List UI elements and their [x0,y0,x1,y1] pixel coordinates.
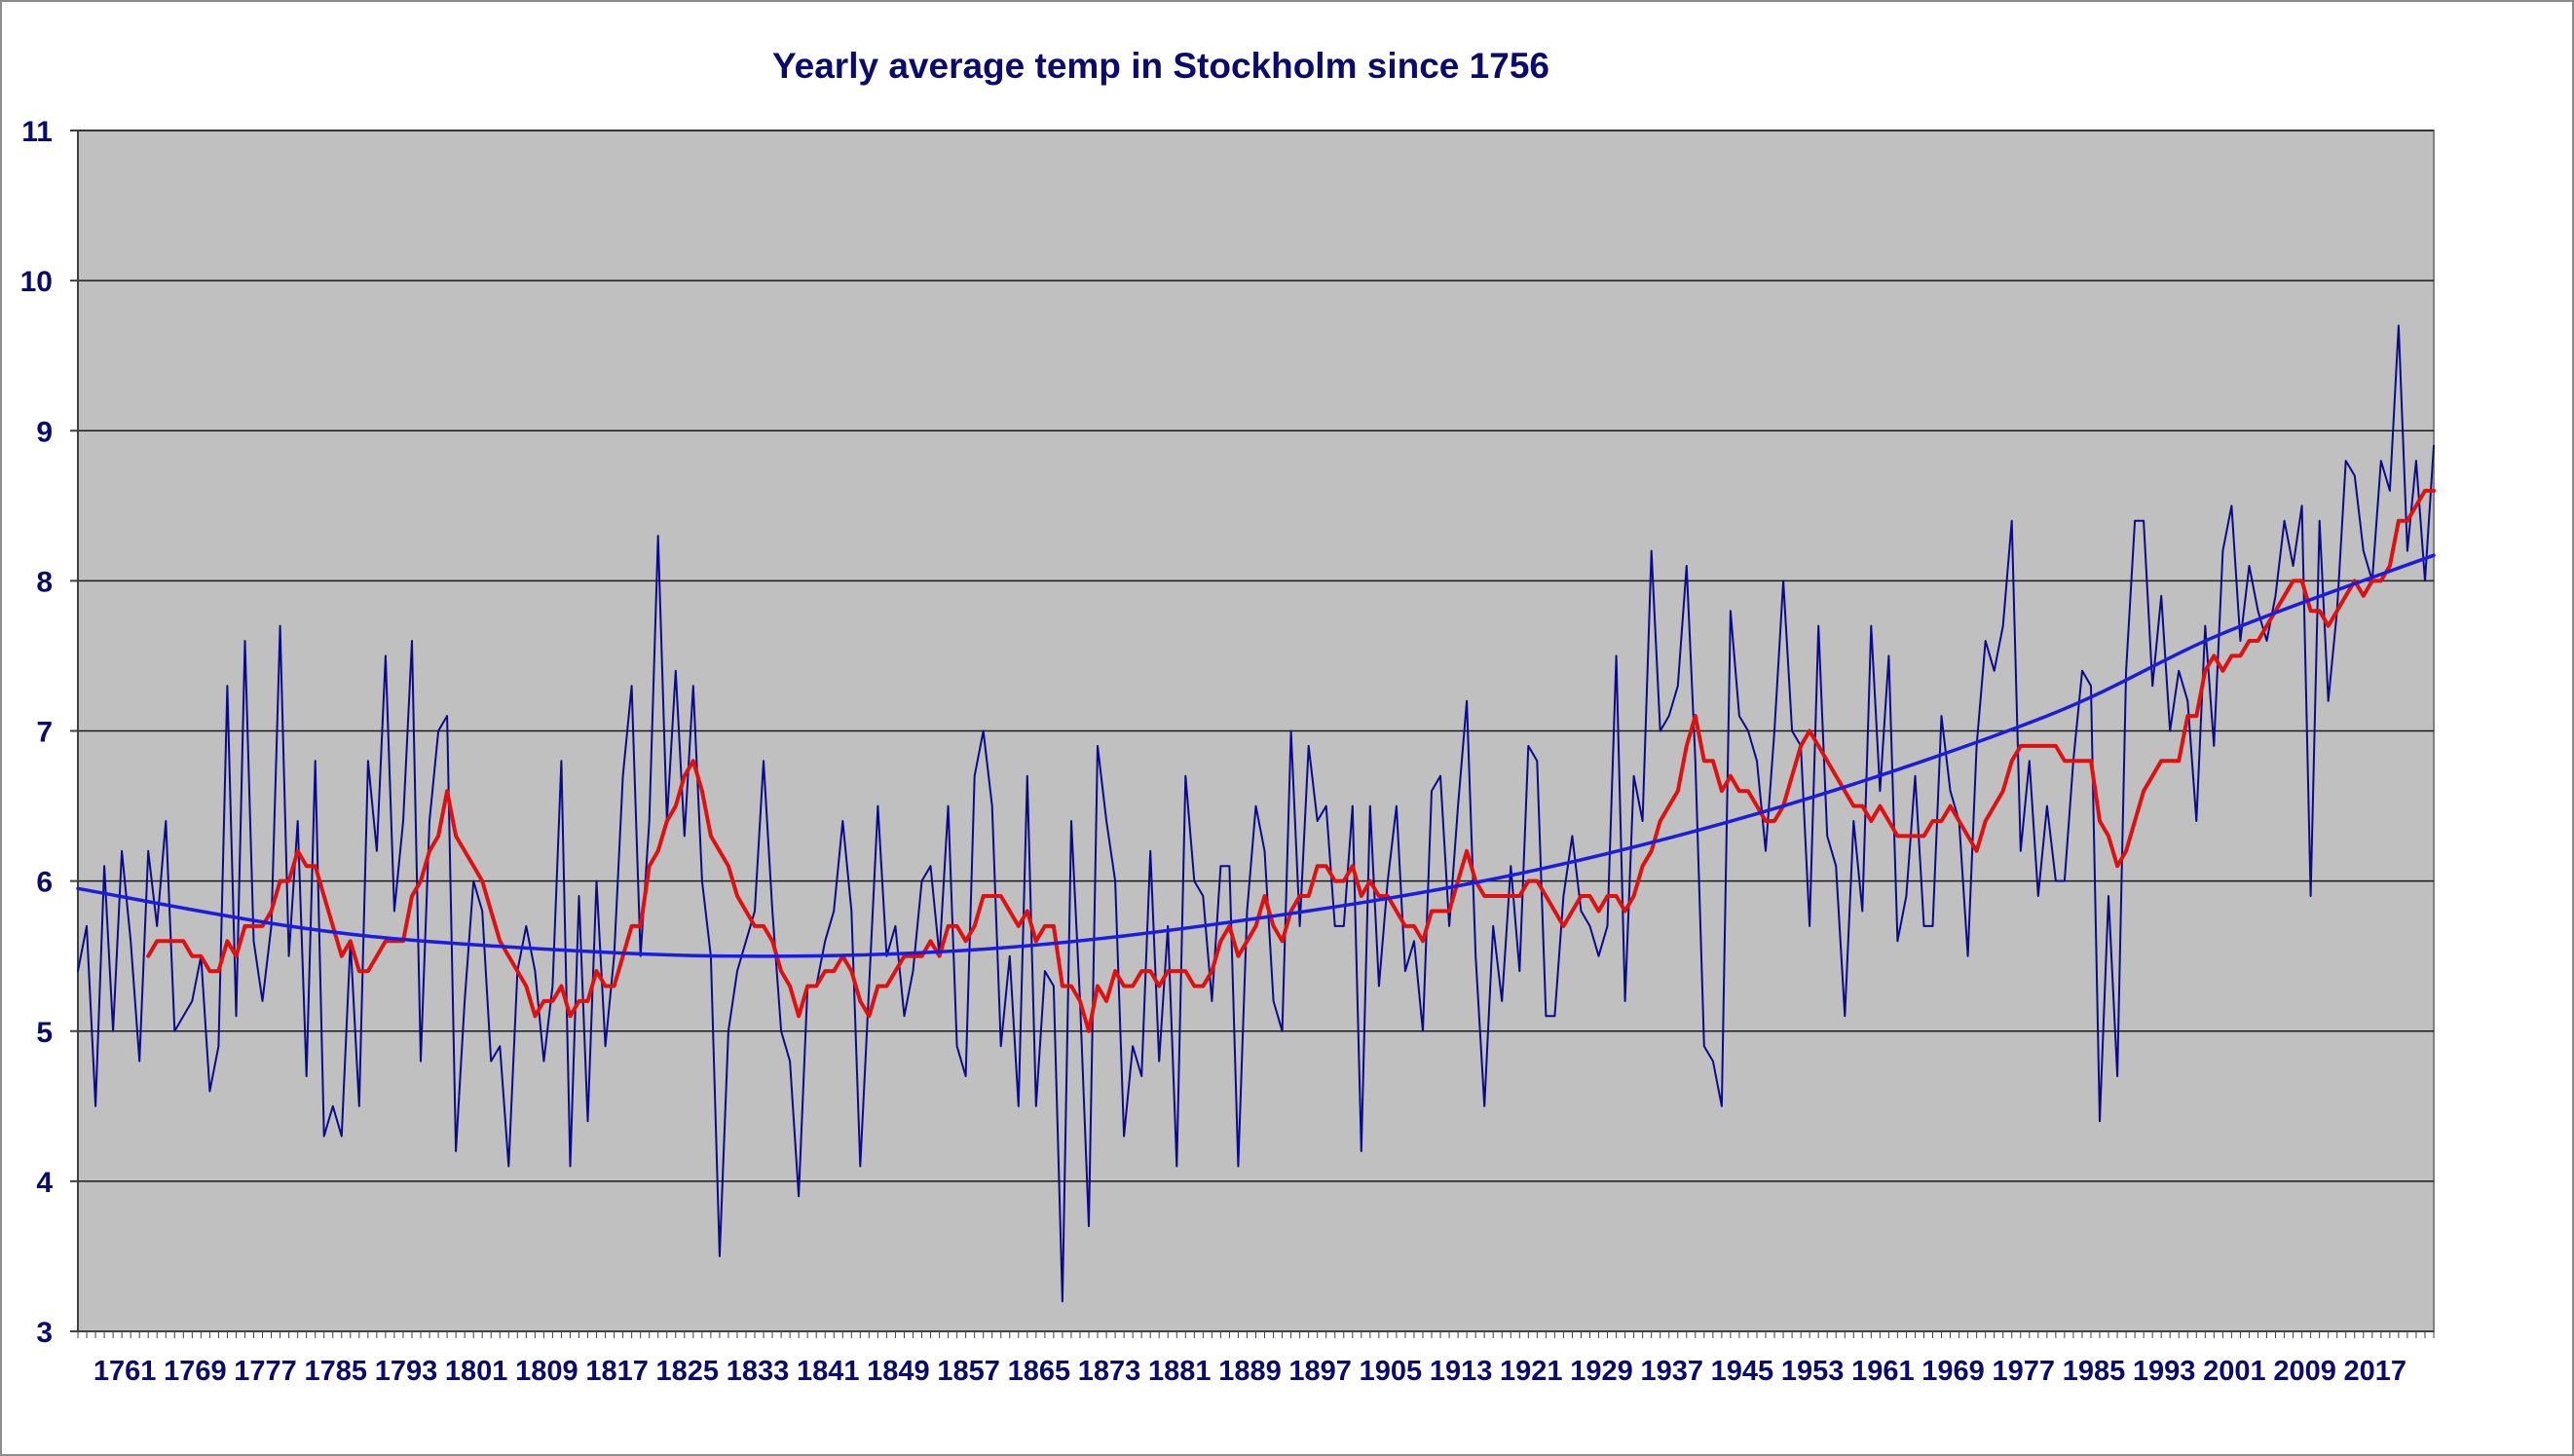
x-tick-label: 1785 [304,1356,367,1387]
x-tick-label: 2009 [2273,1356,2336,1387]
x-tick-label: 1913 [1430,1356,1493,1387]
x-tick-label: 1985 [2063,1356,2126,1387]
y-tick-label: 9 [36,416,53,448]
x-tick-label: 1857 [937,1356,1000,1387]
x-tick-label: 1905 [1360,1356,1423,1387]
series-group [76,324,2436,1303]
x-tick-label: 1833 [727,1356,790,1387]
y-tick-label: 8 [36,566,53,598]
trend-curve [76,553,2436,958]
y-axis-ticks: 3 4 5 6 7 8 9 10 11 [20,116,78,1349]
x-tick-label: 1761 [93,1356,157,1387]
y-tick-label: 7 [36,717,53,749]
x-tick-label: 1825 [656,1356,720,1387]
y-tick-label: 3 [36,1317,53,1349]
x-tick-label: 1993 [2133,1356,2196,1387]
chart-title: Yearly average temp in Stockholm since 1… [772,46,1549,86]
x-tick-label: 1865 [1008,1356,1071,1387]
x-tick-label: 2017 [2344,1356,2407,1387]
x-tick-label: 1801 [445,1356,508,1387]
x-tick-label: 1793 [375,1356,438,1387]
x-tick-label: 1873 [1078,1356,1141,1387]
x-tick-label: 1769 [164,1356,227,1387]
x-tick-label: 1921 [1500,1356,1563,1387]
y-tick-label: 11 [21,116,53,148]
x-tick-label: 1881 [1148,1356,1212,1387]
x-tick-label: 1953 [1781,1356,1845,1387]
x-tick-label: 1929 [1570,1356,1633,1387]
x-axis-ticks: 1761 1769 1777 1785 1793 1801 1809 1817 1825 1833… [77,1331,2435,1387]
x-tick-label: 1777 [234,1356,297,1387]
y-tick-label: 10 [20,266,53,298]
x-tick-label: 1817 [585,1356,649,1387]
x-tick-label: 1809 [515,1356,578,1387]
x-tick-label: 1849 [867,1356,930,1387]
x-tick-label: 2001 [2203,1356,2266,1387]
y-tick-label: 4 [36,1167,53,1199]
y-tick-label: 5 [36,1017,53,1049]
y-tick-label: 6 [36,867,53,899]
x-tick-label: 1977 [1993,1356,2056,1387]
x-tick-label: 1945 [1711,1356,1774,1387]
x-tick-label: 1889 [1218,1356,1282,1387]
yearly-temperature-line [77,324,2435,1303]
x-tick-label: 1897 [1288,1356,1352,1387]
x-tick-label: 1937 [1640,1356,1703,1387]
x-tick-label: 1961 [1851,1356,1915,1387]
moving-average-line [146,488,2436,1033]
x-tick-label: 1969 [1921,1356,1985,1387]
x-tick-label: 1841 [797,1356,860,1387]
